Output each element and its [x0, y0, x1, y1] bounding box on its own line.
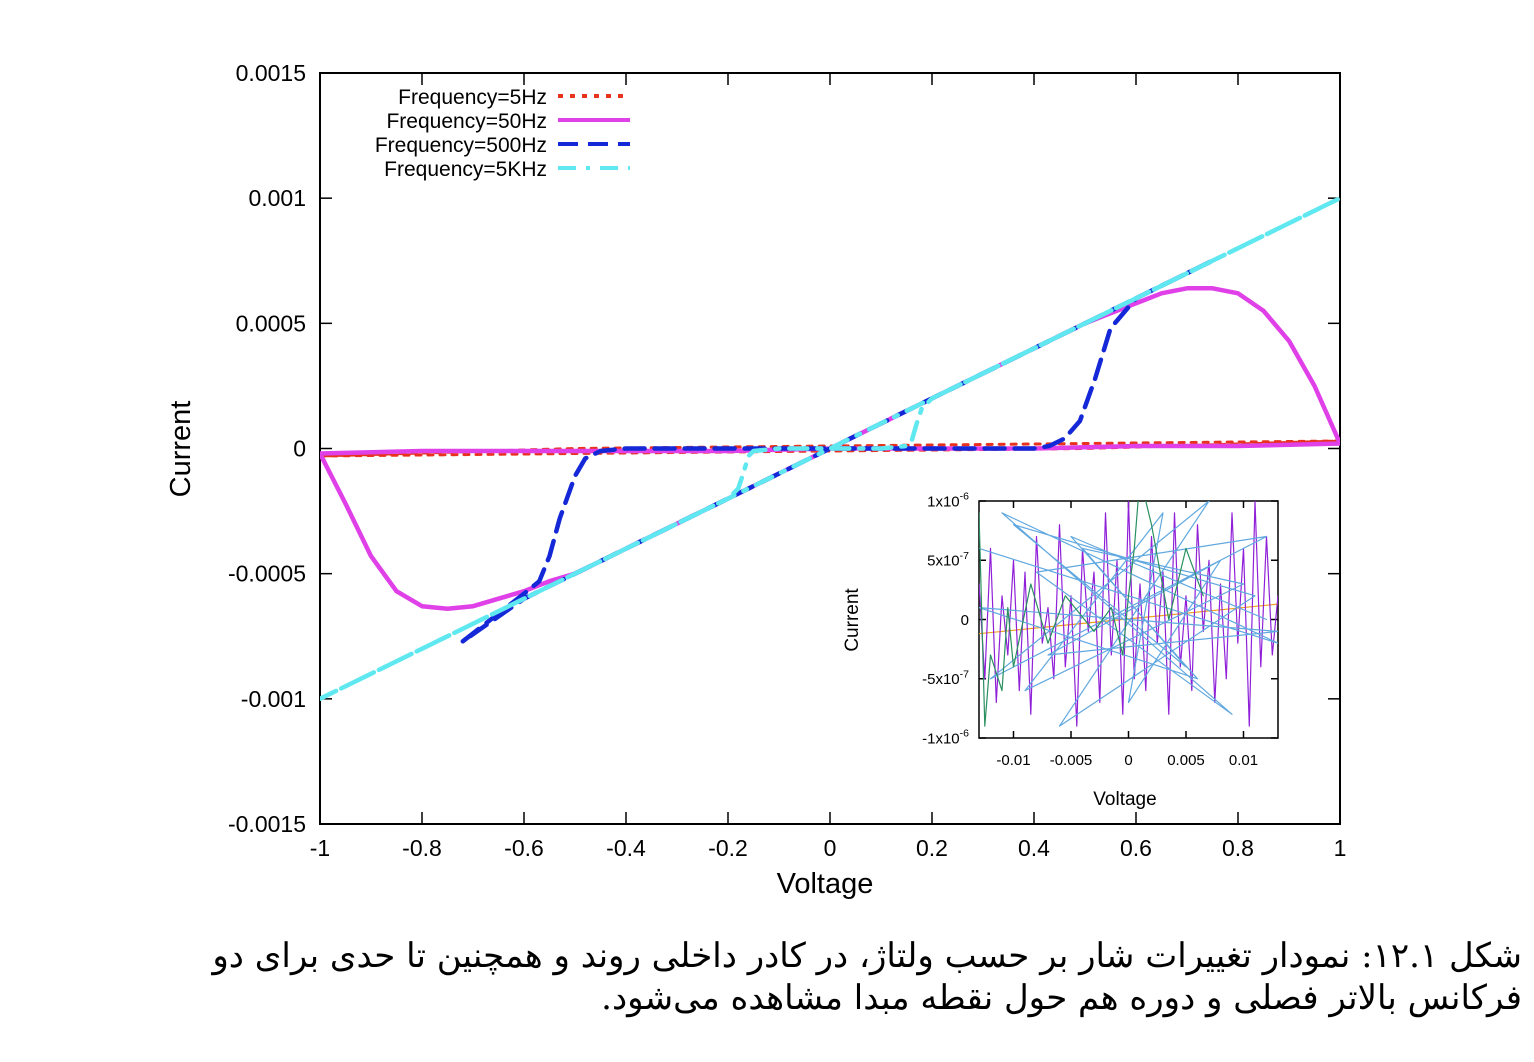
inset-x-tick-label: -0.005	[1050, 752, 1093, 769]
y-axis-label: Current	[165, 401, 197, 498]
y-tick-label: 0.0005	[236, 310, 306, 336]
x-tick-label: -0.6	[504, 835, 544, 861]
x-tick-label: -0.4	[606, 835, 646, 861]
y-tick-label: -0.001	[241, 686, 306, 712]
legend-label: Frequency=50Hz	[386, 110, 547, 133]
y-tick-label: -0.0015	[228, 811, 306, 837]
x-tick-label: 1	[1334, 835, 1347, 861]
inset-series-line-3	[979, 501, 1204, 727]
inset-series-line-2	[979, 501, 1278, 727]
y-tick-label: -0.0005	[228, 561, 306, 587]
y-tick-label: 0	[293, 436, 306, 462]
inset-y-axis-label: Current	[842, 588, 863, 652]
inset-x-tick-label: 0.005	[1167, 752, 1205, 769]
x-tick-label: -0.8	[402, 835, 442, 861]
inset-y-tick-label: 0	[961, 612, 969, 629]
inset-series-line-1	[979, 501, 1278, 727]
inset-y-tick-label: -1x10-6	[922, 728, 969, 748]
inset-plot: -0.01 -0.005 0 0.005 0.01 -1x10-6 -5x10-7 0 5x10…	[922, 491, 1279, 769]
x-tick-label: 0.8	[1222, 835, 1254, 861]
legend-label: Frequency=500Hz	[375, 134, 547, 157]
x-tick-label: -1	[310, 835, 330, 861]
inset-x-axis-label: Voltage	[1093, 789, 1156, 810]
inset-x-tick-label: 0	[1124, 752, 1132, 769]
hysteresis-chart: -1 -0.8 -0.6 -0.4 -0.2 0 0.2 0.4 0.6 0.8 1 -0.0015 -…	[165, 60, 1347, 900]
x-tick-label: 0.4	[1018, 835, 1050, 861]
y-tick-label: 0.001	[248, 185, 306, 211]
x-tick-label: 0.2	[916, 835, 948, 861]
x-tick-label: 0	[824, 835, 837, 861]
figure-caption-line-1: شکل ۱۲.۱: نمودار تغییرات شار بر حسب ولتا…	[212, 936, 1522, 976]
figure-caption-line-2: فرکانس بالاتر فصلی و دوره هم حول نقطه مب…	[601, 978, 1522, 1018]
inset-y-tick-label: 5x10-7	[927, 550, 969, 570]
legend-label: Frequency=5Hz	[398, 86, 547, 109]
series-line-3	[320, 195, 1340, 702]
main-series-group	[320, 195, 1340, 702]
inset-x-tick-label: 0.01	[1229, 752, 1258, 769]
inset-y-tick-label: 1x10-6	[927, 491, 969, 511]
inset-series-group	[979, 501, 1278, 727]
y-tick-label: 0.0015	[236, 60, 306, 86]
legend: Frequency=5HzFrequency=50HzFrequency=500…	[375, 86, 630, 181]
x-tick-label: -0.2	[708, 835, 748, 861]
x-tick-label: 0.6	[1120, 835, 1152, 861]
x-axis-label: Voltage	[777, 868, 874, 900]
legend-label: Frequency=5KHz	[384, 158, 547, 181]
inset-x-tick-label: -0.01	[996, 752, 1030, 769]
inset-y-tick-label: -5x10-7	[922, 668, 969, 688]
